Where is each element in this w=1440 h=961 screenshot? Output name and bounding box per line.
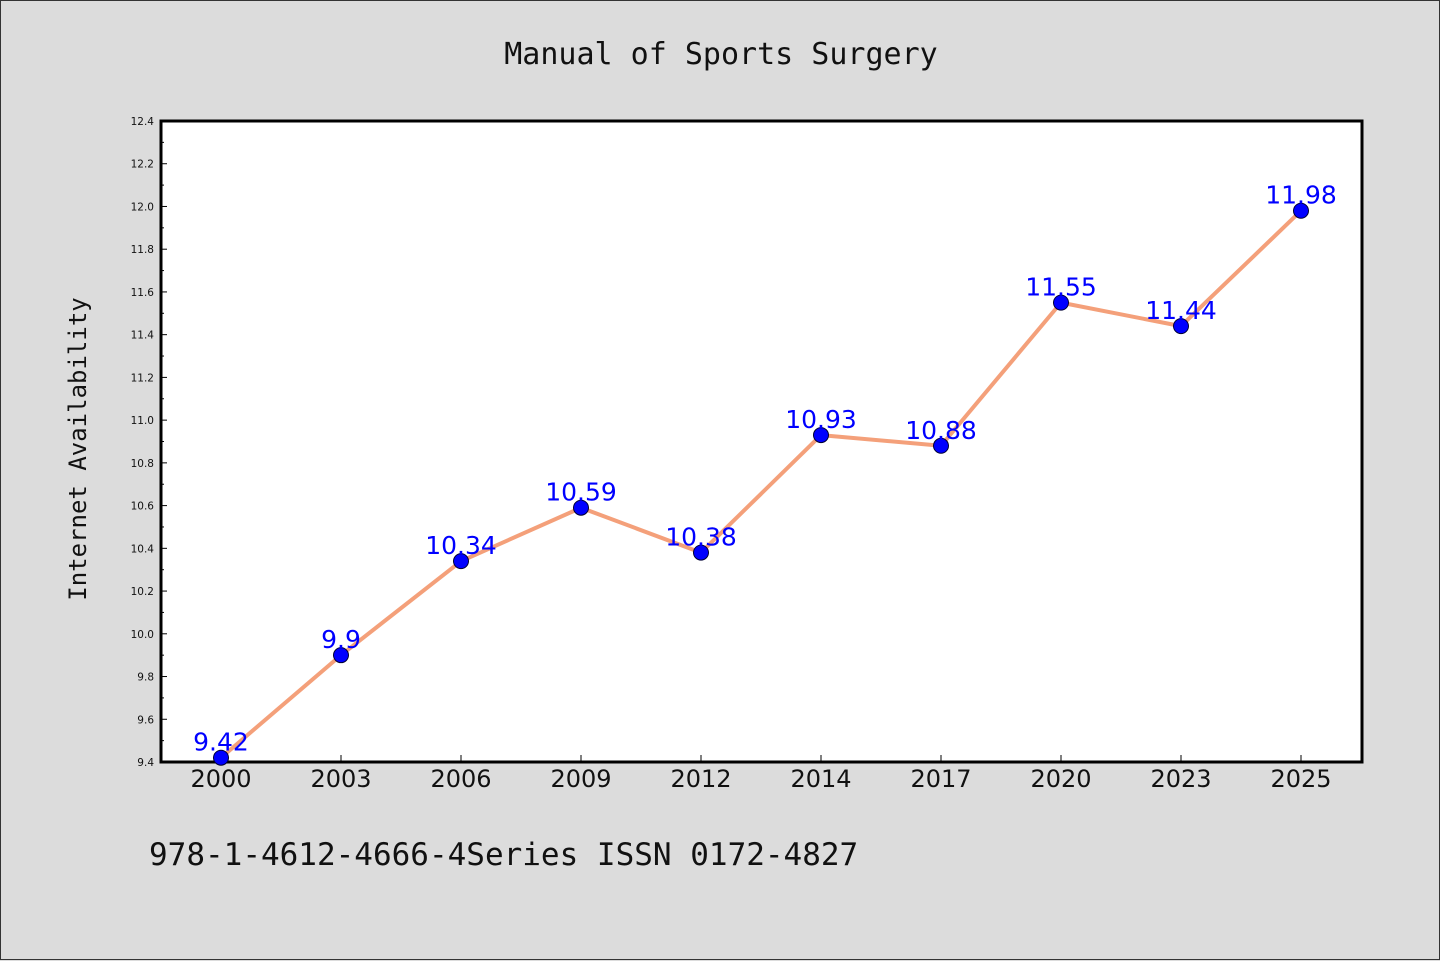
y-tick-label: 9.8 xyxy=(137,672,154,684)
y-tick-label: 11.4 xyxy=(131,330,155,342)
data-point xyxy=(933,437,949,454)
x-axis: 2000 2003 2006 2009 2012 2014 2017 2020 2023 2025 xyxy=(190,755,1332,793)
y-tick-label: 12.0 xyxy=(131,201,154,213)
y-tick-label: 10.4 xyxy=(131,543,155,555)
y-tick-label: 10.2 xyxy=(131,586,154,598)
data-label: 11.98 xyxy=(1265,181,1337,210)
y-tick-label: 11.6 xyxy=(131,287,155,299)
data-label: 9.42 xyxy=(193,728,249,757)
data-point xyxy=(1173,318,1189,335)
x-tick-label: 2012 xyxy=(670,765,731,793)
x-tick-label: 2020 xyxy=(1030,765,1091,793)
data-point xyxy=(693,544,709,561)
x-tick-label: 2003 xyxy=(310,765,371,793)
data-label: 11.44 xyxy=(1145,296,1217,325)
x-tick-label: 2023 xyxy=(1150,765,1211,793)
y-tick-label: 10.8 xyxy=(131,458,154,470)
data-label: 10.34 xyxy=(425,531,497,560)
data-label: 10.59 xyxy=(545,478,617,507)
x-tick-label: 2025 xyxy=(1270,765,1331,793)
plot-area xyxy=(159,119,1364,764)
data-point xyxy=(1293,202,1309,219)
y-tick-label: 9.6 xyxy=(137,714,154,726)
x-tick-label: 2009 xyxy=(550,765,611,793)
x-tick-label: 2017 xyxy=(910,765,971,793)
data-label: 10.38 xyxy=(665,523,737,552)
y-tick-label: 12.4 xyxy=(131,116,155,128)
data-point xyxy=(813,427,829,444)
y-axis: 9.4 9.6 9.8 10.0 10.2 10.4 10.6 10.8 11.0 11.2 11.… xyxy=(131,116,167,769)
y-tick-label: 11.0 xyxy=(131,415,154,427)
y-tick-label: 9.4 xyxy=(137,757,154,769)
data-point xyxy=(213,749,229,766)
x-tick-label: 2000 xyxy=(190,765,251,793)
x-tick-label: 2006 xyxy=(430,765,491,793)
series-line xyxy=(219,209,1303,760)
y-tick-label: 10.0 xyxy=(131,629,154,641)
data-label: 10.93 xyxy=(785,405,857,434)
y-tick-label: 11.2 xyxy=(131,372,154,384)
data-point xyxy=(573,499,589,516)
data-point xyxy=(453,553,469,570)
data-label: 9.9 xyxy=(321,625,361,654)
chart-title: Manual of Sports Surgery xyxy=(504,37,937,72)
y-tick-label: 12.2 xyxy=(131,159,154,171)
data-point xyxy=(1053,294,1069,311)
footer-text: 978-1-4612-4666-4Series ISSN 0172-4827 xyxy=(149,837,858,873)
series-layer: 9.42 9.9 10.34 10.59 10.38 10.93 10.88 11.55 11.… xyxy=(193,181,1337,766)
data-label: 11.55 xyxy=(1025,273,1097,302)
y-tick-label: 11.8 xyxy=(131,244,154,256)
y-axis-label: Internet Availability xyxy=(64,297,92,600)
x-tick-label: 2014 xyxy=(790,765,851,793)
data-label: 10.88 xyxy=(905,416,977,445)
data-point xyxy=(333,647,349,664)
y-tick-label: 10.6 xyxy=(131,501,155,513)
